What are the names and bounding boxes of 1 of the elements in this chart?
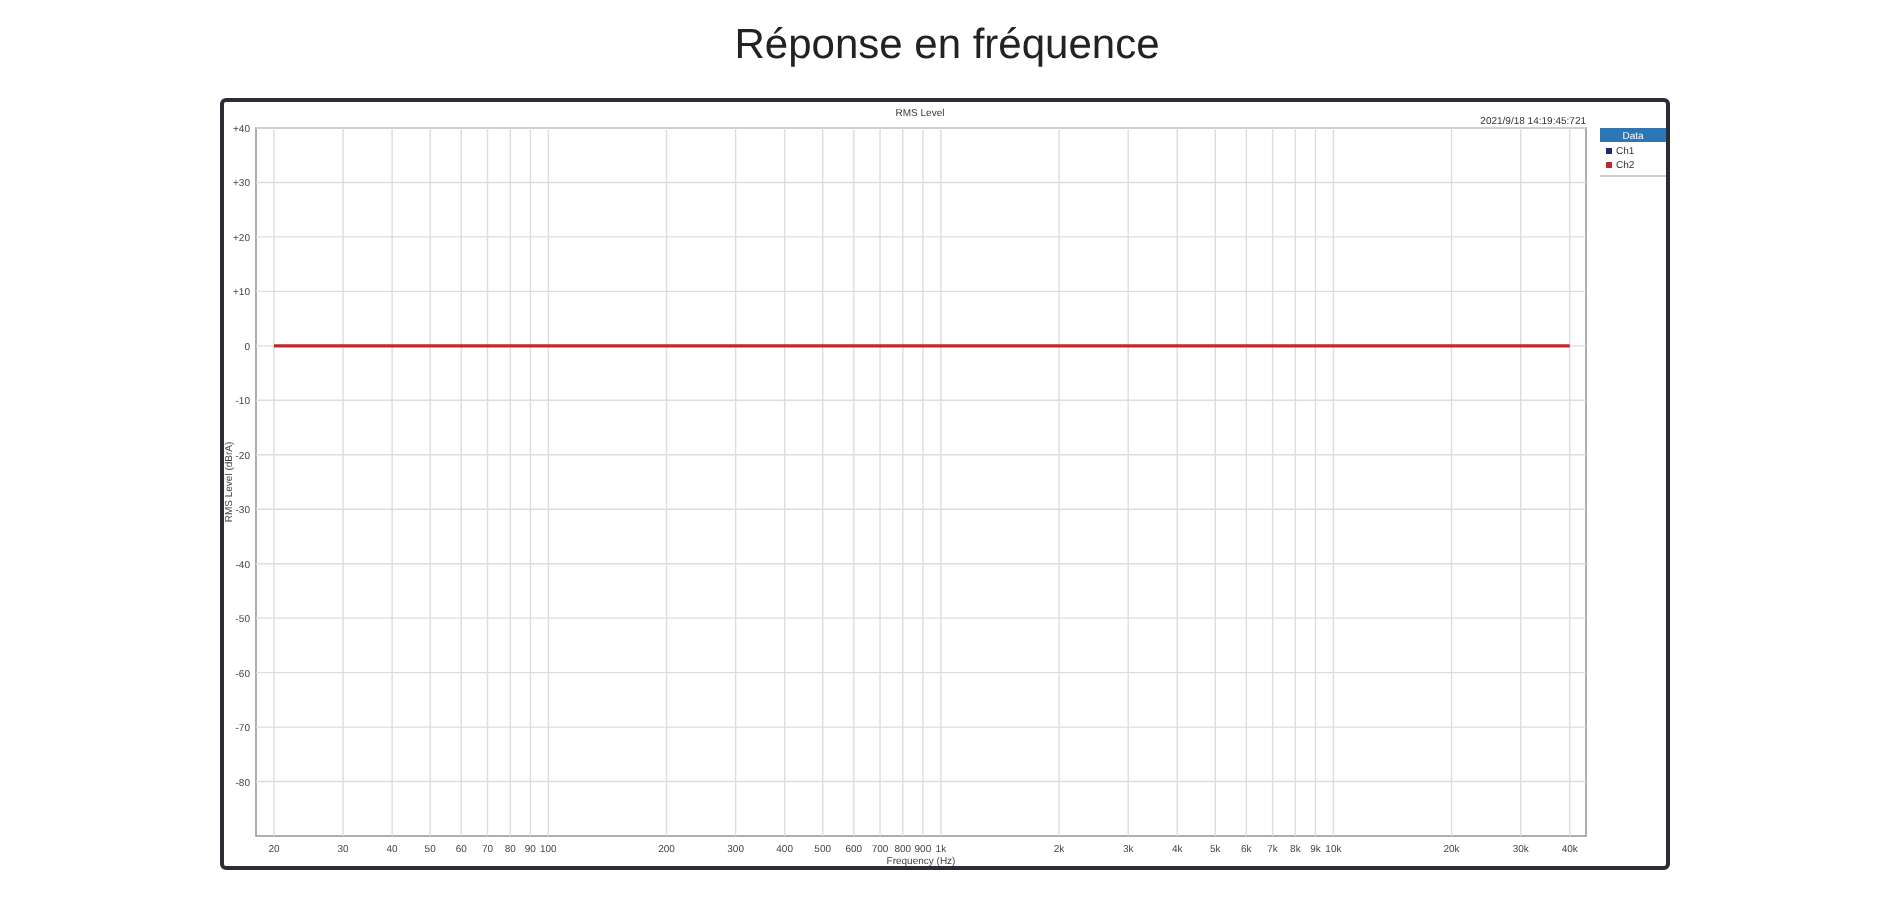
chart-title: Réponse en fréquence: [734, 22, 1160, 68]
